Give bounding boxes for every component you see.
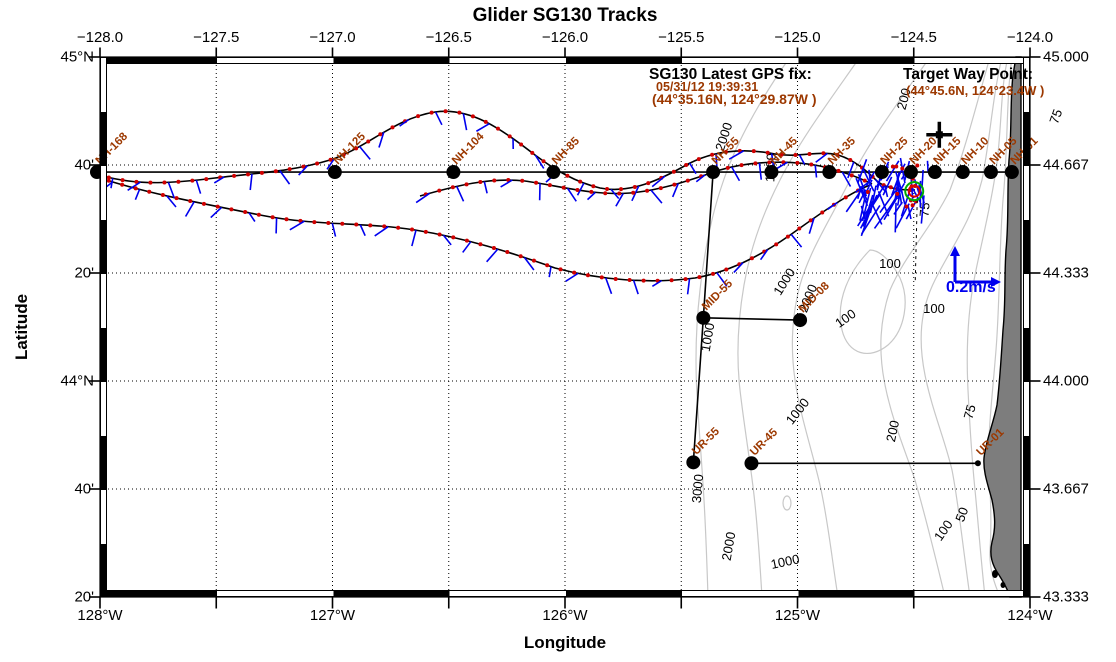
svg-text:100: 100 bbox=[879, 256, 901, 271]
station-marker bbox=[927, 165, 942, 180]
svg-text:75: 75 bbox=[961, 403, 979, 421]
left-axis-label: 45°N bbox=[60, 48, 94, 66]
current-vectors bbox=[99, 109, 929, 295]
svg-text:3000: 3000 bbox=[689, 474, 706, 504]
station-marker bbox=[706, 165, 721, 180]
gps-fix-label: SG130 Latest GPS fix: bbox=[649, 66, 812, 83]
station-marker bbox=[446, 165, 461, 180]
left-axis-label: 40' bbox=[74, 156, 94, 174]
station-marker bbox=[903, 165, 918, 180]
waypoint-label: Target Way Point: bbox=[903, 66, 1034, 83]
top-axis-label: −127.0 bbox=[309, 29, 356, 46]
chart-title: Glider SG130 Tracks bbox=[472, 5, 658, 26]
station-marker bbox=[1004, 165, 1019, 180]
top-axis-label: −126.0 bbox=[541, 29, 589, 46]
station-marker bbox=[874, 165, 889, 180]
top-axis-label: −124.5 bbox=[890, 29, 937, 46]
station-label: NH-25 bbox=[879, 135, 911, 167]
station-label: UR-45 bbox=[748, 426, 780, 458]
axis-ticks bbox=[89, 47, 1041, 609]
top-axis-label: −124.0 bbox=[1006, 29, 1054, 46]
bottom-axis-label: 124°W bbox=[1007, 607, 1053, 624]
left-axis-label: 40' bbox=[74, 480, 94, 498]
gps-fix-coordinates: (44°35.16N, 124°29.87W ) bbox=[652, 91, 817, 107]
contour-depth-labels: 2000100020075751000100100200010010001000… bbox=[689, 86, 1066, 572]
svg-text:75: 75 bbox=[1046, 107, 1065, 126]
latest-fix-marker bbox=[904, 181, 925, 202]
station-marker bbox=[955, 165, 970, 180]
svg-text:100: 100 bbox=[931, 517, 956, 543]
right-axis-label: 44.333 bbox=[1043, 264, 1089, 282]
y-axis-title: Latitude bbox=[12, 293, 31, 361]
top-axis-label: −126.5 bbox=[425, 29, 472, 46]
station-marker bbox=[822, 165, 837, 180]
svg-text:50: 50 bbox=[952, 505, 971, 524]
left-axis-label: 44°N bbox=[60, 372, 94, 390]
station-marker bbox=[744, 456, 759, 471]
map-frame-top bbox=[100, 57, 1030, 64]
bottom-axis-label: 126°W bbox=[542, 607, 588, 624]
station-label: NH-104 bbox=[450, 130, 487, 167]
station-marker bbox=[983, 165, 998, 180]
svg-text:1000: 1000 bbox=[770, 265, 798, 297]
station-marker bbox=[686, 455, 701, 470]
station-marker bbox=[974, 460, 981, 467]
waypoint-coordinates: (44°45.6N, 124°23.4W ) bbox=[906, 83, 1045, 98]
graticule-grid bbox=[100, 57, 1030, 597]
svg-text:200: 200 bbox=[883, 419, 902, 443]
left-axis-label: 20' bbox=[74, 264, 94, 282]
left-axis-label: 20' bbox=[74, 588, 94, 606]
fix-and-waypoint-markers bbox=[904, 121, 953, 284]
svg-text:1000: 1000 bbox=[698, 322, 718, 353]
x-axis-title: Longitude bbox=[523, 633, 607, 652]
current-scale-arrow bbox=[950, 246, 1001, 287]
section-lines bbox=[100, 171, 1017, 465]
station-marker bbox=[546, 165, 561, 180]
svg-text:1000: 1000 bbox=[783, 395, 813, 427]
top-axis-label: −125.0 bbox=[774, 29, 821, 46]
gps-fix-time: 05/31/12 19:39:31 bbox=[656, 80, 759, 94]
top-axis-label: −127.5 bbox=[193, 29, 240, 46]
station-marker bbox=[764, 165, 779, 180]
svg-text:200: 200 bbox=[894, 86, 914, 111]
station-marker bbox=[327, 165, 342, 180]
map-frame-bottom bbox=[100, 590, 1030, 597]
coastal-islets bbox=[992, 570, 1006, 588]
svg-text:2000: 2000 bbox=[719, 531, 739, 562]
bottom-axis-label: 125°W bbox=[774, 607, 821, 624]
svg-text:1000: 1000 bbox=[769, 551, 800, 572]
right-axis-label: 44.000 bbox=[1043, 372, 1089, 390]
station-marker bbox=[696, 310, 711, 325]
station-label: NH-85 bbox=[550, 135, 582, 167]
right-axis-label: 45.000 bbox=[1043, 48, 1089, 66]
right-axis-label: 44.667 bbox=[1043, 156, 1089, 174]
top-axis-label: −125.5 bbox=[658, 29, 705, 46]
map-frame-right bbox=[1023, 57, 1030, 597]
svg-text:75: 75 bbox=[916, 202, 932, 218]
bottom-axis-label: 128°W bbox=[77, 607, 123, 624]
map-frame-left bbox=[100, 57, 107, 597]
current-scale-text: 0.2m/s bbox=[946, 279, 996, 296]
station-marker bbox=[793, 313, 808, 328]
top-axis-label: −128.0 bbox=[76, 29, 124, 46]
right-axis-label: 43.667 bbox=[1043, 480, 1089, 498]
station-label: NH-125 bbox=[331, 130, 368, 167]
coastline-land bbox=[983, 56, 1022, 598]
bottom-axis-label: 127°W bbox=[309, 607, 356, 624]
svg-text:100: 100 bbox=[923, 301, 945, 316]
right-axis-label: 43.333 bbox=[1043, 588, 1089, 606]
svg-text:100: 100 bbox=[832, 306, 858, 331]
